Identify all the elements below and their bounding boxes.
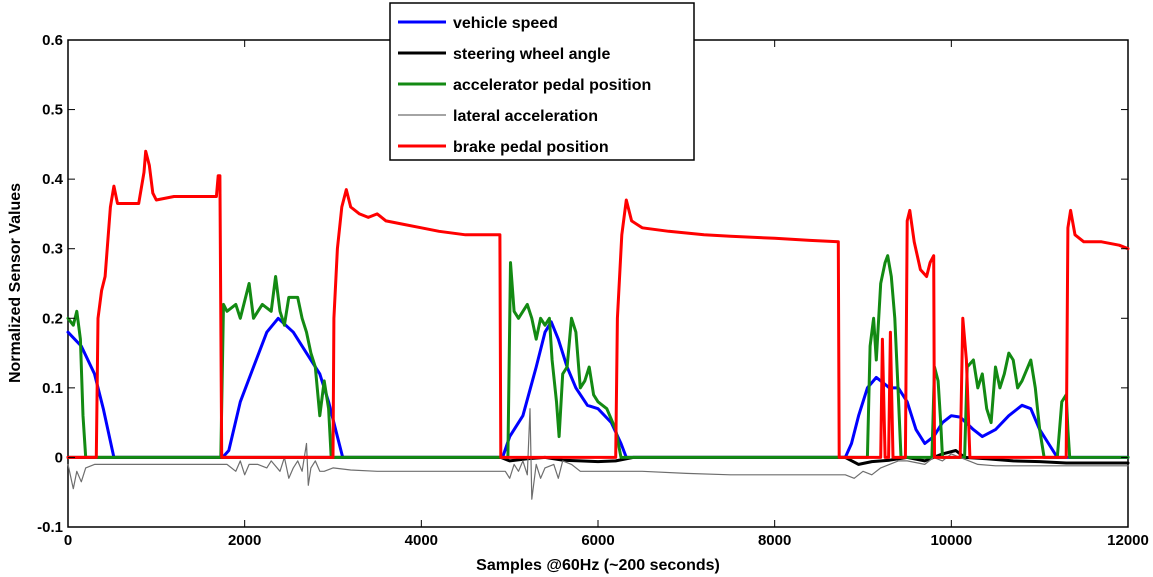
- y-tick-label: 0.6: [42, 32, 63, 49]
- y-tick-label: 0.1: [42, 380, 63, 397]
- series-line-brake-pedal-position: [66, 149, 1130, 459]
- series-line-lateral-acceleration: [67, 408, 1129, 500]
- legend-items: vehicle speed steering wheel angle acceler…: [398, 15, 651, 156]
- y-tick-label: 0: [55, 449, 63, 466]
- y-tick-label: 0.2: [42, 310, 63, 327]
- ticks-layer: 0 2000 4000 6000 8000 10000 12000-0.100.10.20.…: [37, 32, 1149, 549]
- y-tick-label: 0.4: [42, 171, 64, 188]
- x-tick-label: 6000: [581, 532, 614, 549]
- series-line-vehicle-speed: [66, 316, 1130, 459]
- x-axis-label: Samples @60Hz (~200 seconds): [476, 557, 720, 574]
- legend-label: steering wheel angle: [453, 46, 610, 63]
- legend-label: lateral acceleration: [453, 108, 598, 125]
- y-tick-label: 0.3: [42, 241, 63, 258]
- y-tick-label: 0.5: [42, 102, 63, 119]
- legend-label: vehicle speed: [453, 15, 558, 32]
- y-tick-label: -0.1: [37, 519, 63, 536]
- x-tick-label: 8000: [758, 532, 791, 549]
- x-tick-label: 0: [64, 532, 72, 549]
- x-tick-label: 2000: [228, 532, 261, 549]
- series-layer: [66, 149, 1130, 500]
- y-axis-label: Normalized Sensor Values: [7, 183, 24, 383]
- legend-label: accelerator pedal position: [453, 77, 651, 94]
- x-tick-label: 12000: [1107, 532, 1149, 549]
- x-tick-label: 10000: [930, 532, 972, 549]
- x-tick-label: 4000: [405, 532, 438, 549]
- series-line-accelerator-pedal-position: [66, 254, 1130, 459]
- legend: vehicle speed steering wheel angle acceler…: [389, 2, 695, 161]
- legend-box: [389, 2, 695, 161]
- legend-label: brake pedal position: [453, 139, 609, 156]
